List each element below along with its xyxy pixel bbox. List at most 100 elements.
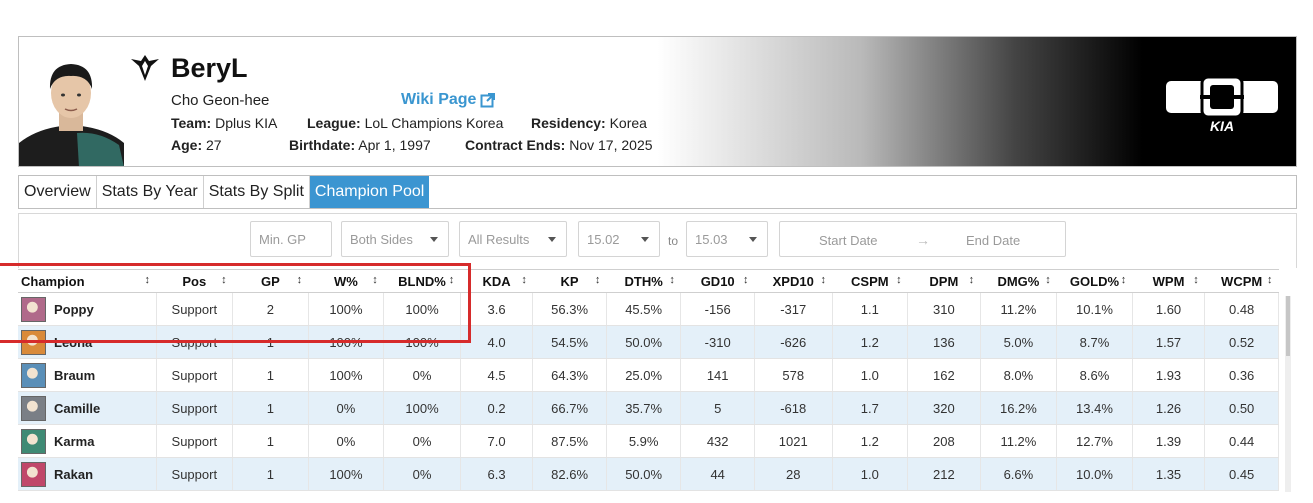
tab-champion-pool[interactable]: Champion Pool <box>309 176 430 208</box>
sort-icon[interactable]: ↕ <box>144 274 151 286</box>
date-range-picker[interactable]: Start Date → End Date <box>779 221 1066 257</box>
column-header-gold-[interactable]: GOLD% ↕ <box>1056 269 1133 293</box>
column-header-pos[interactable]: Pos ↕ <box>156 269 233 293</box>
cell-dmg: 8.0% <box>980 358 1058 392</box>
cell-blnd: 0% <box>383 457 461 491</box>
patch-to-select[interactable]: 15.03 <box>686 221 768 257</box>
cell-kda: 3.6 <box>460 292 534 326</box>
player-name: BeryL <box>171 53 248 83</box>
table-scrollbar[interactable] <box>1285 296 1291 492</box>
cell-kp: 64.3% <box>532 358 607 392</box>
cell-kda: 4.0 <box>460 325 534 359</box>
cell-gold: 10.1% <box>1056 292 1133 326</box>
column-header-dmg-[interactable]: DMG% ↕ <box>980 269 1057 293</box>
table-row: Leona Support 1 100% 100% 4.0 54.5% 50.0% -310 -6… <box>18 325 1279 359</box>
cell-gold: 8.6% <box>1056 358 1133 392</box>
champion-name: Leona <box>54 334 93 350</box>
cell-w: 100% <box>308 358 385 392</box>
cell-pos: Support <box>156 424 234 458</box>
champion-name: Rakan <box>54 466 94 482</box>
karma-champion-icon <box>21 428 46 454</box>
column-header-champion[interactable]: Champion ↕ <box>18 269 157 293</box>
cell-gold: 12.7% <box>1056 424 1133 458</box>
champion-cell[interactable]: Camille <box>18 391 157 425</box>
champion-cell[interactable]: Rakan <box>18 457 157 491</box>
column-header-wpm[interactable]: WPM ↕ <box>1132 269 1205 293</box>
sort-icon[interactable]: ↕ <box>968 274 975 286</box>
cell-pos: Support <box>156 358 234 392</box>
column-header-dth-[interactable]: DTH% ↕ <box>606 269 681 293</box>
table-row: Camille Support 1 0% 100% 0.2 66.7% 35.7% 5 -618 1… <box>18 391 1279 425</box>
column-header-cspm[interactable]: CSPM ↕ <box>832 269 908 293</box>
sort-icon[interactable]: ↕ <box>669 274 675 286</box>
filter-panel: Min. GP Both Sides All Results 15.02 to … <box>18 213 1297 268</box>
birthdate-info: Birthdate: Apr 1, 1997 <box>289 137 431 153</box>
sort-icon[interactable]: ↕ <box>296 274 303 286</box>
contract-info: Contract Ends: Nov 17, 2025 <box>465 137 653 153</box>
champion-cell[interactable]: Braum <box>18 358 157 392</box>
start-date-field[interactable]: Start Date <box>819 233 878 248</box>
cell-wcpm: 0.52 <box>1204 325 1279 359</box>
column-header-dpm[interactable]: DPM ↕ <box>907 269 981 293</box>
column-header-w-[interactable]: W% ↕ <box>308 269 384 293</box>
cell-blnd: 100% <box>383 292 461 326</box>
sort-icon[interactable]: ↕ <box>521 274 527 286</box>
team-emblem-icon <box>131 55 159 81</box>
tab-overview[interactable]: Overview <box>19 176 97 208</box>
cell-dmg: 11.2% <box>980 424 1058 458</box>
sort-icon[interactable]: ↕ <box>1267 274 1273 286</box>
tab-stats-by-split[interactable]: Stats By Split <box>204 176 310 208</box>
team-sponsor-logo: KIA <box>1210 118 1234 133</box>
arrow-right-icon: → <box>916 232 930 248</box>
poppy-champion-icon <box>21 296 46 322</box>
champion-cell[interactable]: Karma <box>18 424 157 458</box>
results-select[interactable]: All Results <box>459 221 567 257</box>
cell-gd10: -156 <box>680 292 755 326</box>
sort-icon[interactable]: ↕ <box>742 274 749 286</box>
wiki-page-link[interactable]: Wiki Page <box>401 91 496 109</box>
champion-cell[interactable]: Leona <box>18 325 157 359</box>
sort-icon[interactable]: ↕ <box>896 274 902 286</box>
patch-from-select[interactable]: 15.02 <box>578 221 660 257</box>
cell-cspm: 1.7 <box>832 391 909 425</box>
cell-dpm: 136 <box>907 325 981 359</box>
champion-cell[interactable]: Poppy <box>18 292 157 326</box>
min-gp-input[interactable]: Min. GP <box>250 221 332 257</box>
sort-icon[interactable]: ↕ <box>594 274 601 286</box>
cell-w: 0% <box>308 391 385 425</box>
cell-gd10: 44 <box>680 457 755 491</box>
camille-champion-icon <box>21 395 46 421</box>
sort-icon[interactable]: ↕ <box>221 274 227 286</box>
sort-icon[interactable]: ↕ <box>1045 274 1051 286</box>
cell-gp: 1 <box>232 424 309 458</box>
column-header-xpd10[interactable]: XPD10 ↕ <box>754 269 833 293</box>
cell-dpm: 320 <box>907 391 981 425</box>
end-date-field[interactable]: End Date <box>966 233 1021 248</box>
column-header-blnd-[interactable]: BLND% ↕ <box>383 269 461 293</box>
cell-gp: 2 <box>232 292 309 326</box>
tab-stats-by-year[interactable]: Stats By Year <box>97 176 204 208</box>
sides-select[interactable]: Both Sides <box>341 221 449 257</box>
sort-icon[interactable]: ↕ <box>1193 274 1199 286</box>
cell-xpd10: -317 <box>754 292 833 326</box>
cell-kp: 87.5% <box>532 424 607 458</box>
sort-icon[interactable]: ↕ <box>820 274 827 286</box>
player-tabs: Overview Stats By Year Stats By Split Ch… <box>18 175 1297 209</box>
cell-wpm: 1.60 <box>1132 292 1206 326</box>
table-row: Rakan Support 1 100% 0% 6.3 82.6% 50.0% 44 28 1.0 2… <box>18 457 1279 491</box>
sort-icon[interactable]: ↕ <box>1120 274 1127 286</box>
column-header-kda[interactable]: KDA ↕ <box>460 269 533 293</box>
cell-dth: 5.9% <box>606 424 682 458</box>
column-header-kp[interactable]: KP ↕ <box>532 269 607 293</box>
cell-w: 100% <box>308 457 385 491</box>
cell-xpd10: 1021 <box>754 424 833 458</box>
champion-pool-table: Champion ↕ Pos ↕ GP ↕ W% ↕ BLND% ↕ KDA ↕ KP ↕ DTH% ↕ GD1… <box>18 269 1279 491</box>
column-header-gp[interactable]: GP ↕ <box>232 269 309 293</box>
sort-icon[interactable]: ↕ <box>448 274 455 286</box>
cell-dmg: 16.2% <box>980 391 1058 425</box>
cell-wpm: 1.35 <box>1132 457 1206 491</box>
column-header-gd10[interactable]: GD10 ↕ <box>680 269 755 293</box>
sort-icon[interactable]: ↕ <box>372 274 378 286</box>
cell-dth: 50.0% <box>606 457 682 491</box>
column-header-wcpm[interactable]: WCPM ↕ <box>1204 269 1279 293</box>
